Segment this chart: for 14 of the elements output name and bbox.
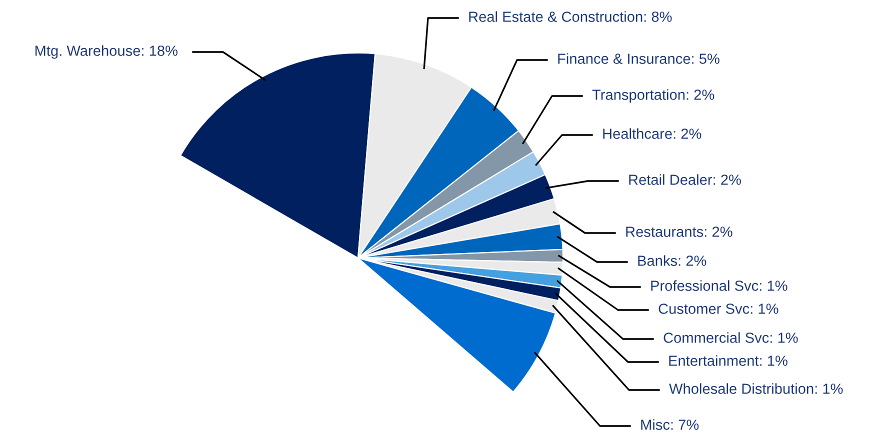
slice-label: Commercial Svc: 1%: [664, 332, 798, 343]
slice-label: Professional Svc: 1%: [651, 280, 788, 291]
slice-label: Misc: 7%: [641, 419, 699, 430]
slice-label: Restaurants: 2%: [626, 226, 732, 237]
slice-label: Real Estate & Construction: 8%: [469, 11, 672, 22]
slice-label: Healthcare: 2%: [603, 128, 702, 139]
slice-label: Transportation: 2%: [592, 89, 714, 103]
slice-label: Customer Svc: 1%: [658, 304, 778, 314]
slice-label: Finance & Insurance: 5%: [558, 53, 720, 64]
slice-label: Mtg. Warehouse: 18%: [35, 45, 178, 59]
slice-label: Wholesale Distribution: 1%: [669, 383, 843, 394]
slice-label: Entertainment: 1%: [669, 355, 788, 366]
slice-label: Retail Dealer: 2%: [629, 174, 741, 185]
slice-label: Banks: 2%: [638, 255, 706, 266]
